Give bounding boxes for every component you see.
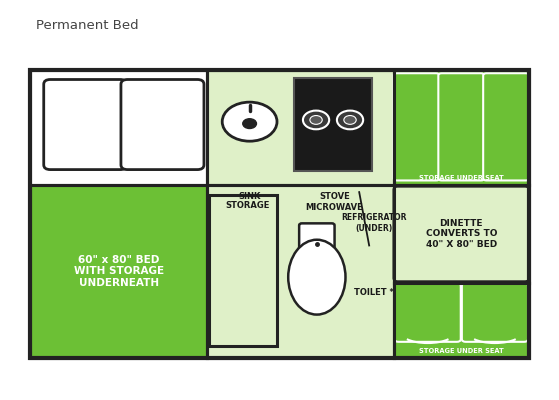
Circle shape [243, 119, 257, 128]
Circle shape [222, 102, 277, 141]
Bar [295, 78, 372, 171]
Bar [207, 185, 394, 358]
Text: STORAGE UNDER SEAT: STORAGE UNDER SEAT [419, 175, 504, 181]
FancyBboxPatch shape [121, 80, 204, 170]
Ellipse shape [288, 240, 345, 314]
FancyBboxPatch shape [462, 283, 528, 342]
FancyBboxPatch shape [299, 223, 335, 256]
Text: STORAGE: STORAGE [225, 201, 269, 210]
Bar [394, 185, 529, 283]
Bar [30, 185, 207, 358]
Text: SINK: SINK [239, 192, 261, 201]
Circle shape [344, 116, 356, 124]
Circle shape [337, 110, 363, 129]
Bar [285, 185, 290, 189]
FancyBboxPatch shape [394, 73, 439, 180]
FancyBboxPatch shape [44, 80, 127, 170]
Circle shape [310, 116, 322, 124]
Bar [209, 185, 392, 192]
Text: 60" x 80" BED
WITH STORAGE
UNDERNEATH: 60" x 80" BED WITH STORAGE UNDERNEATH [74, 255, 164, 288]
Text: Permanent Bed: Permanent Bed [36, 18, 139, 32]
Circle shape [303, 110, 329, 129]
Bar [30, 70, 207, 185]
Bar [207, 70, 394, 185]
Bar [394, 283, 529, 358]
Bar [394, 70, 529, 185]
FancyBboxPatch shape [483, 73, 529, 180]
Bar [30, 70, 529, 358]
Text: STOVE
MICROWAVE: STOVE MICROWAVE [305, 192, 363, 212]
FancyBboxPatch shape [395, 283, 461, 342]
Text: DINETTE
CONVERTS TO
40" X 80" BED: DINETTE CONVERTS TO 40" X 80" BED [425, 219, 497, 249]
Text: STORAGE UNDER SEAT: STORAGE UNDER SEAT [419, 348, 504, 354]
Text: REFRIGERATOR
(UNDER): REFRIGERATOR (UNDER) [342, 213, 407, 233]
FancyBboxPatch shape [438, 73, 484, 180]
FancyBboxPatch shape [394, 186, 529, 281]
Bar [210, 195, 277, 346]
Text: TOILET *: TOILET * [354, 288, 394, 297]
